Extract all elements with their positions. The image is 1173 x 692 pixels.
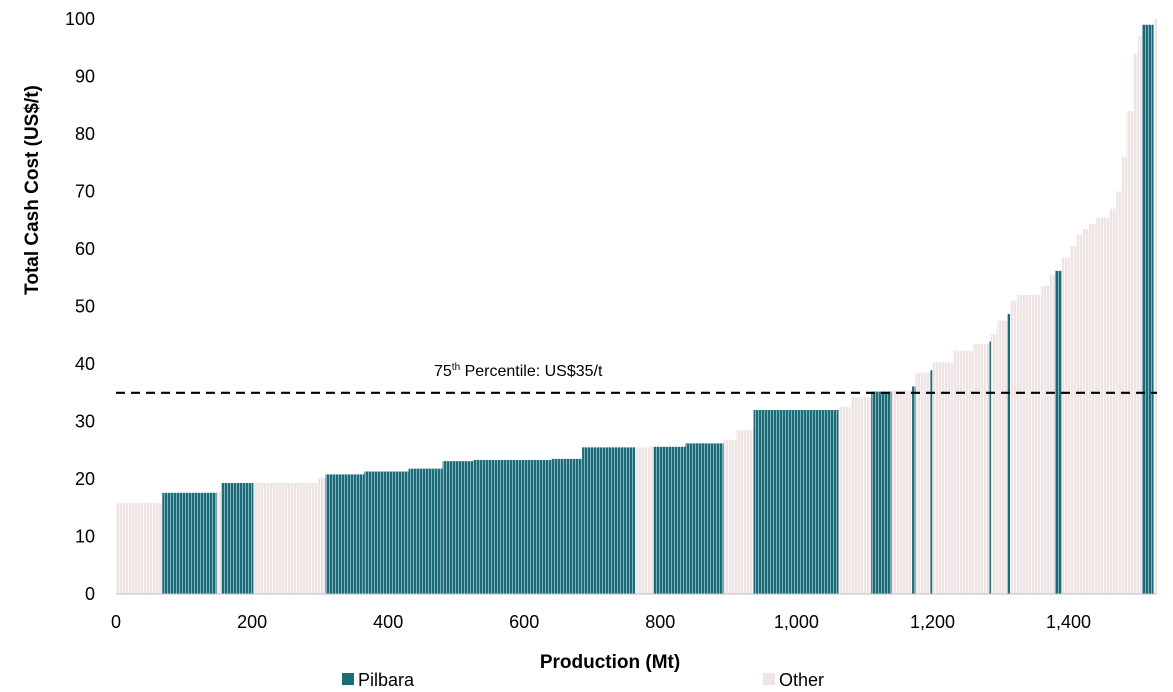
bar-pilbara-7 bbox=[364, 471, 409, 594]
bar-other-2 bbox=[216, 491, 222, 594]
y-tick-label: 20 bbox=[75, 469, 95, 489]
percentile-label: 75th Percentile: US$35/t bbox=[434, 362, 603, 380]
percentile-label-text: Percentile: US$35/t bbox=[460, 363, 603, 380]
bar-other-0 bbox=[116, 503, 163, 594]
legend-swatch-other bbox=[763, 673, 775, 685]
bar-other-39 bbox=[1069, 246, 1077, 595]
legend: Pilbara Other bbox=[342, 670, 824, 690]
bar-pilbara-11 bbox=[551, 458, 583, 595]
y-tick-label: 50 bbox=[75, 297, 95, 317]
bar-other-20 bbox=[850, 397, 872, 594]
bar-other-51 bbox=[1153, 19, 1157, 594]
bar-pilbara-21 bbox=[871, 391, 892, 594]
bar-other-22 bbox=[891, 390, 913, 594]
y-tick-label: 100 bbox=[65, 9, 95, 29]
bar-other-44 bbox=[1109, 208, 1117, 594]
bar-pilbara-18 bbox=[753, 410, 839, 594]
x-tick-label: 1,400 bbox=[1046, 612, 1091, 632]
bar-other-13 bbox=[635, 447, 654, 595]
bar-other-27 bbox=[952, 350, 974, 594]
legend-label-pilbara: Pilbara bbox=[358, 670, 415, 690]
bar-pilbara-10 bbox=[473, 460, 552, 594]
bar-pilbara-6 bbox=[325, 474, 365, 594]
x-tick-label: 0 bbox=[111, 612, 121, 632]
bar-other-17 bbox=[736, 430, 754, 595]
x-tick-label: 600 bbox=[509, 612, 539, 632]
bar-other-16 bbox=[723, 439, 737, 594]
x-tick-label: 800 bbox=[645, 612, 675, 632]
bar-pilbara-12 bbox=[582, 447, 636, 595]
percentile-label-superscript: th bbox=[452, 362, 460, 373]
bar-other-34 bbox=[1017, 295, 1042, 594]
y-tick-label: 80 bbox=[75, 124, 95, 144]
x-tick-label: 1,000 bbox=[774, 612, 819, 632]
x-axis-ticks: 0 200 400 600 800 1,000 1,200 1,400 bbox=[111, 612, 1091, 632]
y-tick-label: 30 bbox=[75, 412, 95, 432]
bar-other-46 bbox=[1121, 157, 1127, 594]
legend-item-other: Other bbox=[763, 670, 824, 690]
bar-other-5 bbox=[318, 477, 326, 594]
bar-pilbara-14 bbox=[653, 446, 686, 594]
bar-other-42 bbox=[1088, 223, 1096, 594]
bar-other-4 bbox=[253, 483, 319, 594]
bar-other-49 bbox=[1137, 36, 1143, 594]
x-axis-title: Production (Mt) bbox=[540, 652, 680, 673]
bar-pilbara-23 bbox=[912, 386, 916, 594]
bar-other-26 bbox=[932, 362, 953, 594]
y-axis-title: Total Cash Cost (US$/t) bbox=[22, 85, 43, 295]
legend-swatch-pilbara bbox=[342, 673, 354, 685]
cost-bars bbox=[116, 19, 1157, 595]
bar-pilbara-15 bbox=[685, 443, 724, 594]
y-tick-label: 60 bbox=[75, 239, 95, 259]
bar-other-19 bbox=[838, 407, 851, 595]
y-axis-ticks: 0 10 20 30 40 50 60 70 80 90 100 bbox=[65, 9, 95, 604]
bar-pilbara-50 bbox=[1142, 24, 1154, 594]
bar-pilbara-1 bbox=[162, 492, 217, 594]
y-axis-title-group: Total Cash Cost (US$/t) bbox=[22, 85, 43, 295]
bar-other-40 bbox=[1076, 234, 1083, 595]
y-tick-label: 40 bbox=[75, 354, 95, 374]
bar-other-30 bbox=[990, 334, 998, 594]
bar-pilbara-29 bbox=[988, 341, 991, 594]
bar-other-48 bbox=[1133, 53, 1138, 594]
x-tick-label: 1,200 bbox=[910, 612, 955, 632]
percentile-reference: 75th Percentile: US$35/t bbox=[116, 362, 1157, 394]
x-tick-label: 400 bbox=[373, 612, 403, 632]
bar-other-47 bbox=[1126, 111, 1134, 594]
bar-pilbara-9 bbox=[442, 461, 474, 594]
y-tick-label: 0 bbox=[85, 584, 95, 604]
bar-other-28 bbox=[973, 343, 989, 595]
bar-pilbara-8 bbox=[408, 468, 443, 594]
bar-other-41 bbox=[1082, 228, 1089, 595]
y-tick-label: 90 bbox=[75, 67, 95, 87]
bar-other-45 bbox=[1116, 191, 1122, 594]
bar-other-24 bbox=[915, 372, 931, 595]
bar-other-36 bbox=[1049, 274, 1055, 595]
y-tick-label: 70 bbox=[75, 182, 95, 202]
bar-pilbara-37 bbox=[1054, 270, 1062, 594]
bar-pilbara-32 bbox=[1007, 313, 1011, 594]
bar-other-31 bbox=[997, 320, 1008, 595]
y-tick-label: 10 bbox=[75, 527, 95, 547]
bar-other-38 bbox=[1061, 257, 1070, 595]
bar-pilbara-25 bbox=[930, 370, 933, 594]
bar-other-33 bbox=[1010, 300, 1018, 594]
legend-label-other: Other bbox=[779, 670, 824, 690]
bar-other-43 bbox=[1095, 217, 1110, 594]
bar-pilbara-3 bbox=[221, 483, 254, 594]
bar-other-35 bbox=[1041, 285, 1050, 594]
legend-item-pilbara: Pilbara bbox=[342, 670, 415, 690]
percentile-label-number: 75 bbox=[434, 363, 452, 380]
x-tick-label: 200 bbox=[237, 612, 267, 632]
